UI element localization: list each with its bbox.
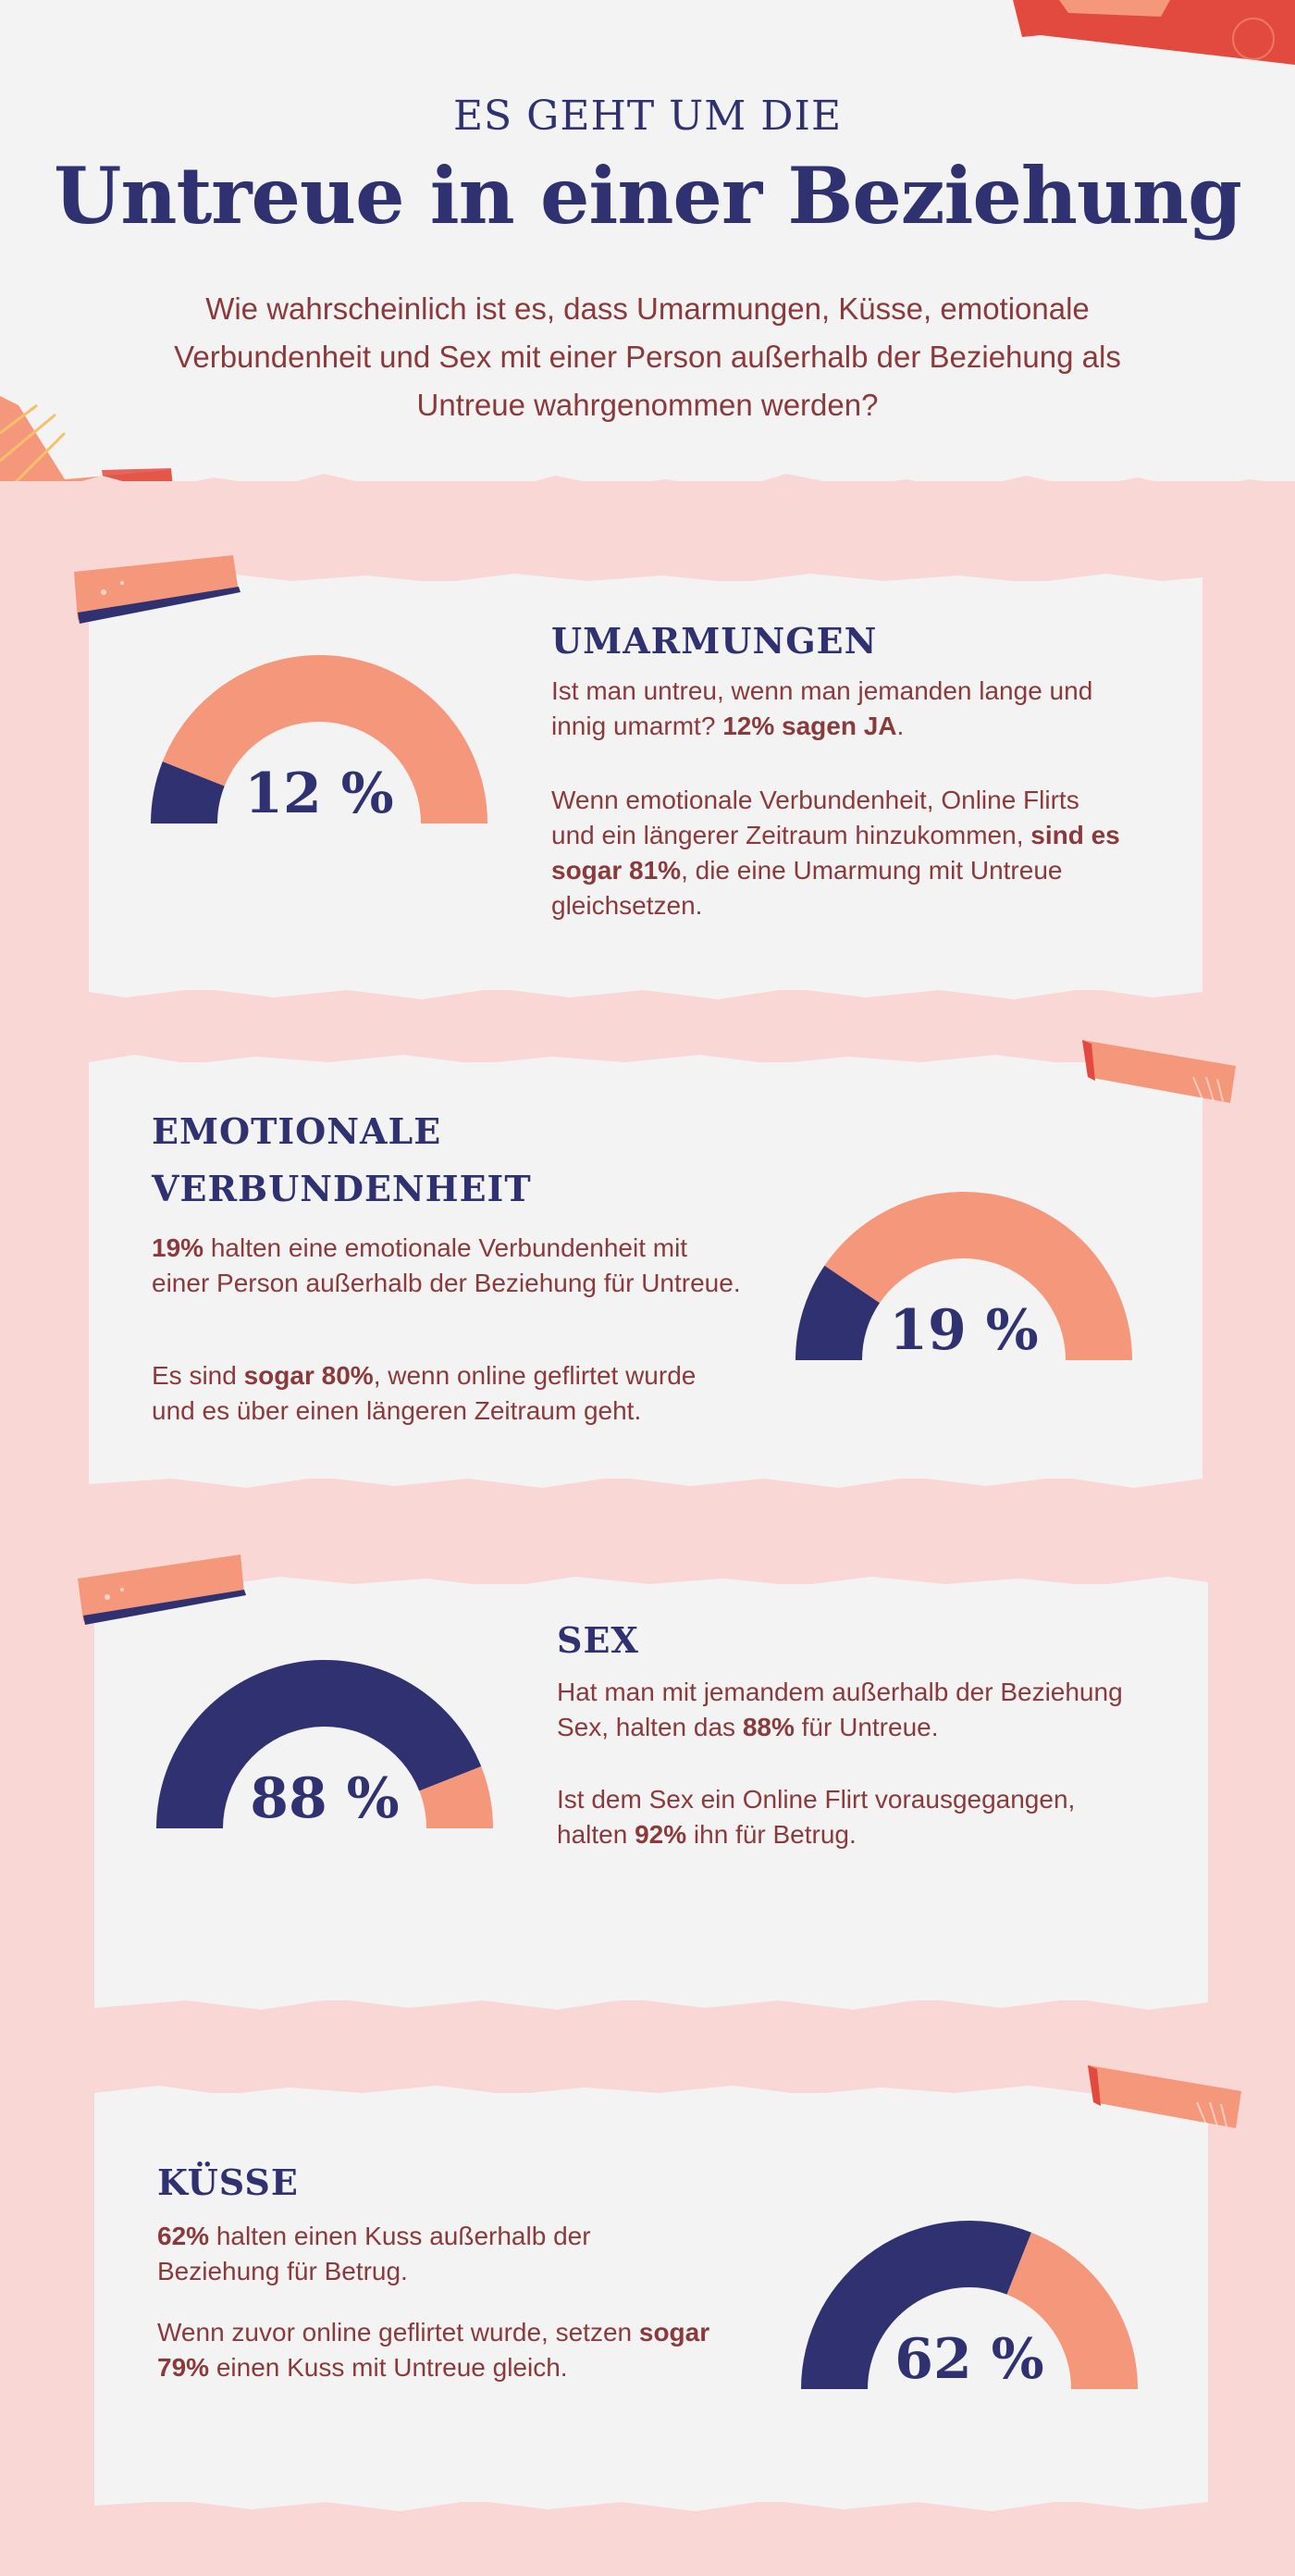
gauge-chart-sex: 88 % xyxy=(156,1660,493,1831)
text-segment: . xyxy=(896,712,905,740)
gauge-value-label: 88 % xyxy=(250,1766,399,1831)
text-segment: , wenn online geflirtet wurde und es übe… xyxy=(152,1361,697,1425)
paragraph-sex-1: Hat man mit jemandem außerhalb der Bezie… xyxy=(557,1675,1149,1745)
decorative-tape-card-4 xyxy=(1088,2065,1241,2128)
text-highlight: 12% sagen JA xyxy=(722,712,897,740)
text-highlight: 88% xyxy=(742,1713,795,1741)
text-highlight: sogar 79% xyxy=(157,2318,710,2382)
gauge-value-arc xyxy=(801,2221,1031,2389)
gauge-chart-emotionale: 19 % xyxy=(796,1192,1132,1363)
text-segment: ihn für Betrug. xyxy=(686,1820,857,1849)
gauge-remainder-arc xyxy=(162,654,487,824)
hero-section: ES GEHT UM DIE Untreue in einer Beziehun… xyxy=(0,0,1295,505)
text-segment: Es sind xyxy=(152,1361,244,1390)
text-segment: , die eine Umarmung mit Untreue gleichse… xyxy=(551,856,1063,920)
gauge-chart-umarmungen: 12 % xyxy=(151,654,487,826)
kicker-text: ES GEHT UM DIE xyxy=(452,93,843,140)
torn-edge-divider xyxy=(0,474,1295,509)
paragraph-kuesse-2: Wenn zuvor online geflirtet wurde, setze… xyxy=(157,2315,712,2385)
gauge-chart-kuesse: 62 % xyxy=(801,2221,1138,2392)
paragraph-umarmungen-1: Ist man untreu, wenn man jemanden lange … xyxy=(551,674,1125,744)
gauge-value-arc xyxy=(796,1265,881,1360)
text-highlight: 19% xyxy=(152,1233,204,1262)
decorative-tape-top-right xyxy=(1013,0,1295,65)
card-umarmungen xyxy=(89,574,1202,999)
text-segment: halten einen Kuss außerhalb der Beziehun… xyxy=(157,2222,591,2285)
decorative-tape-card-1 xyxy=(74,555,240,624)
decorative-tape-card-3 xyxy=(78,1554,246,1625)
text-segment: Ist man untreu, wenn man jemanden lange … xyxy=(551,676,1093,740)
paragraph-umarmungen-2: Wenn emotionale Verbundenheit, Online Fl… xyxy=(551,783,1125,923)
paragraph-kuesse-1: 62% halten einen Kuss außerhalb der Bezi… xyxy=(157,2219,712,2289)
heading-kuesse: KÜSSE xyxy=(157,2161,299,2203)
text-segment: halten eine emotionale Verbundenheit mit… xyxy=(152,1233,741,1297)
heading-umarmungen: UMARMUNGEN xyxy=(551,620,878,662)
card-sex xyxy=(94,1577,1208,2010)
gauge-value-arc xyxy=(151,762,225,824)
text-segment: für Untreue. xyxy=(794,1713,939,1741)
heading-sex: SEX xyxy=(557,1619,639,1661)
heading-emotionale-line2: VERBUNDENHEIT xyxy=(152,1168,532,1209)
gauge-value-label: 12 % xyxy=(244,762,393,826)
text-highlight: sogar 80% xyxy=(243,1361,374,1390)
paragraph-emotionale-2: Es sind sogar 80%, wenn online geflirtet… xyxy=(152,1358,744,1429)
gauge-value-arc xyxy=(156,1660,482,1828)
gauge-remainder-arc xyxy=(1006,2232,1138,2389)
decorative-tape-card-2 xyxy=(1082,1040,1236,1103)
text-highlight: sind es sogar 81% xyxy=(551,821,1120,885)
heading-emotionale-line1: EMOTIONALE xyxy=(152,1110,442,1152)
text-segment: Wenn zuvor online geflirtet wurde, setze… xyxy=(157,2318,639,2347)
text-segment: Wenn emotionale Verbundenheit, Online Fl… xyxy=(551,786,1079,849)
paragraph-emotionale-1: 19% halten eine emotionale Verbundenheit… xyxy=(152,1231,744,1301)
text-highlight: 62% xyxy=(157,2222,210,2250)
intro-text: Wie wahrscheinlich ist es, dass Umarmung… xyxy=(174,291,1121,422)
text-highlight: 92% xyxy=(635,1820,687,1849)
gauge-remainder-arc xyxy=(419,1766,493,1828)
text-segment: Ist dem Sex ein Online Flirt vorausgegan… xyxy=(557,1785,1076,1849)
paragraph-sex-2: Ist dem Sex ein Online Flirt vorausgegan… xyxy=(557,1782,1149,1852)
gauge-value-label: 62 % xyxy=(894,2327,1043,2392)
gauge-value-label: 19 % xyxy=(889,1298,1038,1363)
page-title: Untreue in einer Beziehung xyxy=(54,150,1242,242)
text-segment: einen Kuss mit Untreue gleich. xyxy=(209,2353,568,2382)
gauge-remainder-arc xyxy=(824,1192,1132,1360)
text-segment: Hat man mit jemandem außerhalb der Bezie… xyxy=(557,1678,1123,1741)
